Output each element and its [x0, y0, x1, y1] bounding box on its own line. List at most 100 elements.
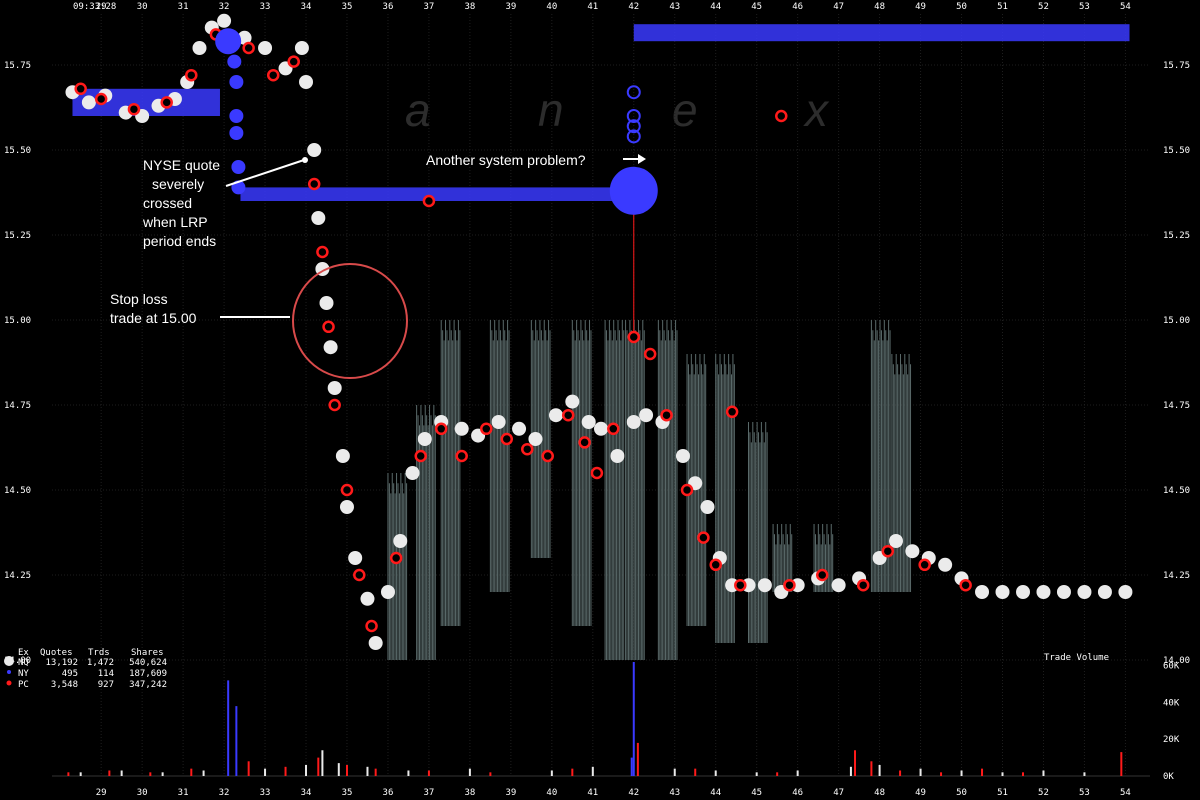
x-tick-label: 31	[178, 2, 189, 12]
stats-shares-ny: 187,609	[129, 669, 167, 679]
trade-point-pc	[959, 578, 972, 592]
trade-point-nq	[307, 143, 322, 157]
trade-point-pc	[590, 466, 604, 480]
x-tick-label: 47	[833, 788, 844, 798]
trade-point-ny	[626, 109, 641, 123]
trade-point-ny	[229, 126, 244, 140]
x-tick-label: 37	[424, 788, 435, 798]
y-tick-label: 14.25	[1163, 571, 1190, 581]
trade-points	[65, 13, 1133, 650]
trade-point-ny	[229, 75, 244, 89]
trade-point-ny	[626, 129, 641, 144]
x-tick-label: 50	[956, 2, 967, 12]
x-tick-label: 43	[669, 788, 680, 798]
trade-point-pc	[918, 558, 931, 572]
x-tick-label: 51	[997, 788, 1008, 798]
x-axis-bottom: 29 30 31 32 33 34 35 36 37 38 39 40 41 42 43 44 45 46 47 48…	[96, 788, 1131, 798]
annotation-arrowhead	[638, 154, 646, 164]
trade-point-nq	[581, 415, 596, 429]
trade-point-nq	[1118, 585, 1133, 599]
trade-point-nq	[454, 421, 469, 436]
x-tick-label: 42	[628, 788, 639, 798]
trade-point-pc	[266, 68, 280, 82]
trade-point-nq	[831, 578, 846, 593]
x-tick-label: 40	[546, 788, 557, 798]
legend-label-pc: PC	[18, 680, 29, 690]
x-tick-label: 29	[96, 2, 107, 12]
x-tick-label: 39	[505, 788, 516, 798]
y-tick-label: 15.25	[1163, 231, 1190, 241]
x-tick-label: 45	[751, 788, 762, 798]
x-tick-label: 53	[1079, 2, 1090, 12]
x-tick-label: 34	[301, 788, 312, 798]
grid	[52, 14, 1150, 776]
trade-point-nq	[491, 415, 506, 429]
stats-quotes-pc: 3,548	[51, 680, 78, 690]
trade-point-nq	[360, 591, 375, 606]
trade-point-pc	[422, 194, 436, 208]
trade-point-pc	[627, 330, 641, 344]
trade-point-pc	[414, 449, 427, 463]
trade-point-nq	[323, 340, 338, 355]
x-tick-label: 44	[710, 788, 721, 798]
trade-point-nq	[995, 585, 1010, 599]
trade-point-pc	[127, 102, 141, 116]
x-tick-label: 32	[219, 788, 230, 798]
trade-point-nq	[905, 544, 920, 559]
stats-quotes-nq: 13,192	[45, 658, 78, 668]
x-tick-label: 30	[137, 2, 148, 12]
volume-tick-label: 0K	[1163, 772, 1174, 782]
annotation-stop-loss: Stop loss trade at 15.00	[110, 263, 408, 379]
x-tick-label: 54	[1120, 2, 1131, 12]
trade-point-ny	[626, 119, 641, 134]
trade-point-pc	[353, 568, 366, 582]
stats-trades-ny: 114	[98, 669, 114, 679]
trade-point-pc	[578, 436, 591, 449]
x-tick-label: 41	[587, 788, 598, 798]
trade-point-pc	[725, 405, 739, 419]
volume-tick-label: 40K	[1163, 698, 1180, 708]
trade-point-pc	[680, 483, 694, 497]
trade-point-nq	[380, 585, 395, 599]
y-tick-label: 15.75	[1163, 61, 1190, 71]
trade-point-nq	[528, 432, 543, 446]
trade-point-nq	[757, 578, 772, 593]
x-tick-label: 45	[751, 2, 762, 12]
legend-label-ny: NY	[18, 669, 29, 679]
x-tick-label: 49	[915, 788, 926, 798]
trade-point-nq	[700, 500, 715, 514]
y-tick-label: 14.00	[1163, 656, 1190, 666]
trade-point-ny	[215, 28, 242, 55]
annotation-pointer	[225, 159, 305, 187]
watermark: a n e x	[405, 84, 830, 136]
trade-point-pc	[322, 320, 335, 334]
trade-point-pc	[709, 558, 722, 572]
trade-point-nq	[319, 296, 334, 310]
trade-point-nq	[938, 557, 953, 572]
x-tick-label: 39	[505, 2, 516, 12]
trade-point-nq	[368, 636, 383, 650]
volume-tick-label: 20K	[1163, 735, 1180, 745]
trade-point-pc	[185, 68, 198, 82]
trade-point-pc	[697, 531, 710, 544]
y-tick-label: 15.50	[1163, 146, 1190, 156]
x-tick-label: 51	[997, 2, 1008, 12]
annotation-text: severely	[152, 176, 204, 192]
y-tick-label: 15.00	[1163, 316, 1190, 326]
trade-point-nq	[888, 534, 903, 548]
y-tick-label: 15.50	[4, 146, 31, 156]
stop-loss-circle	[292, 263, 408, 379]
trade-point-nq	[639, 408, 654, 423]
trade-point-nq	[1077, 585, 1092, 599]
x-tick-label: 54	[1120, 788, 1131, 798]
trade-point-nq	[81, 95, 96, 110]
trade-point-nq	[294, 41, 309, 55]
trade-point-nq	[548, 408, 563, 423]
x-tick-label: 33	[260, 2, 271, 12]
trade-point-pc	[287, 55, 300, 68]
x-tick-label: 37	[424, 2, 435, 12]
watermark-letter: n	[538, 84, 564, 136]
trade-point-pc	[856, 578, 870, 592]
quote-lines	[72, 24, 1130, 334]
x-tick-label: 42	[628, 2, 639, 12]
